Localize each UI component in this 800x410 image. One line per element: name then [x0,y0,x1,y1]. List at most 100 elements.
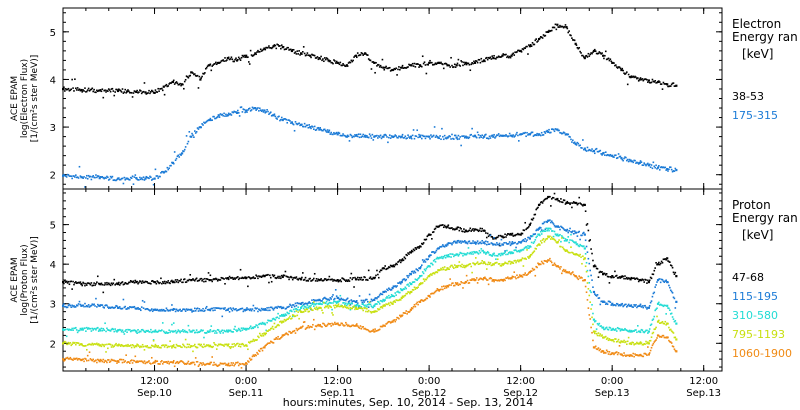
data-point [336,304,339,307]
data-point [569,239,571,241]
data-point [181,281,183,284]
data-point [585,270,588,273]
data-point [203,336,205,339]
data-point [79,175,82,177]
data-point [591,148,593,150]
data-point [552,223,555,225]
data-point [123,333,126,335]
data-point [248,357,251,360]
data-point [252,107,255,110]
data-point [544,260,547,262]
data-point [200,343,203,346]
data-point [86,305,89,308]
data-point [410,137,413,140]
data-point [337,131,340,134]
data-point [662,258,665,261]
data-point [129,279,132,282]
data-point [602,273,605,276]
data-point [453,284,455,287]
data-point [318,279,321,282]
data-point [559,24,561,27]
data-point [453,264,456,266]
data-point [490,235,493,238]
data-point [430,293,432,295]
data-point [118,89,121,91]
data-point [325,279,328,282]
data-point [498,242,501,245]
data-point [675,168,678,172]
data-point [624,303,626,306]
data-point [67,87,70,90]
data-point [122,298,125,301]
data-point [282,306,285,309]
data-point [559,233,561,236]
data-point [573,253,576,256]
data-point [411,288,414,291]
data-point [410,283,413,285]
data-point [147,177,149,179]
data-point [216,61,219,64]
data-point [420,282,422,284]
data-point [618,341,621,344]
data-point [269,329,271,331]
data-point [245,362,248,365]
data-point [302,303,305,306]
data-point [639,278,642,281]
data-point [78,344,81,346]
data-point [608,351,611,353]
data-point [129,91,132,94]
data-point [520,258,523,261]
data-point [172,322,175,324]
data-point [614,338,616,340]
data-point [576,203,579,206]
data-point [228,275,231,278]
data-point [245,308,248,311]
data-point [641,305,644,307]
data-point [408,274,410,277]
data-point [609,58,612,61]
data-point [333,59,335,61]
data-point [490,242,493,244]
data-point [515,233,517,236]
data-point [251,326,254,329]
data-point [299,326,303,329]
data-point [211,119,213,121]
data-point [321,129,323,132]
data-point [214,363,216,366]
data-point [556,197,559,201]
data-point [62,358,65,361]
data-point [349,133,352,136]
data-point [141,328,144,331]
data-point [127,178,129,180]
data-point [215,117,217,120]
data-point [234,278,236,280]
data-point [567,31,570,34]
data-point [605,58,608,61]
data-point [588,294,591,297]
data-point [625,329,627,331]
data-point [74,327,76,330]
data-point [340,322,343,325]
data-point [514,51,516,54]
data-point [654,328,656,330]
data-point [168,362,170,365]
data-point [534,233,537,235]
data-point [343,64,345,66]
data-point [135,177,138,180]
data-point [607,339,610,342]
data-point [621,67,624,70]
data-point [312,309,314,312]
data-point [530,241,533,244]
data-point [218,330,221,333]
data-point [334,321,336,324]
data-point [251,355,254,358]
data-point [667,307,669,309]
data-point [148,330,150,333]
data-point [470,265,473,268]
data-point [264,111,267,114]
data-point [400,259,403,262]
data-point [460,242,462,244]
data-point [299,310,303,313]
data-point [132,183,135,185]
data-point [153,345,156,348]
